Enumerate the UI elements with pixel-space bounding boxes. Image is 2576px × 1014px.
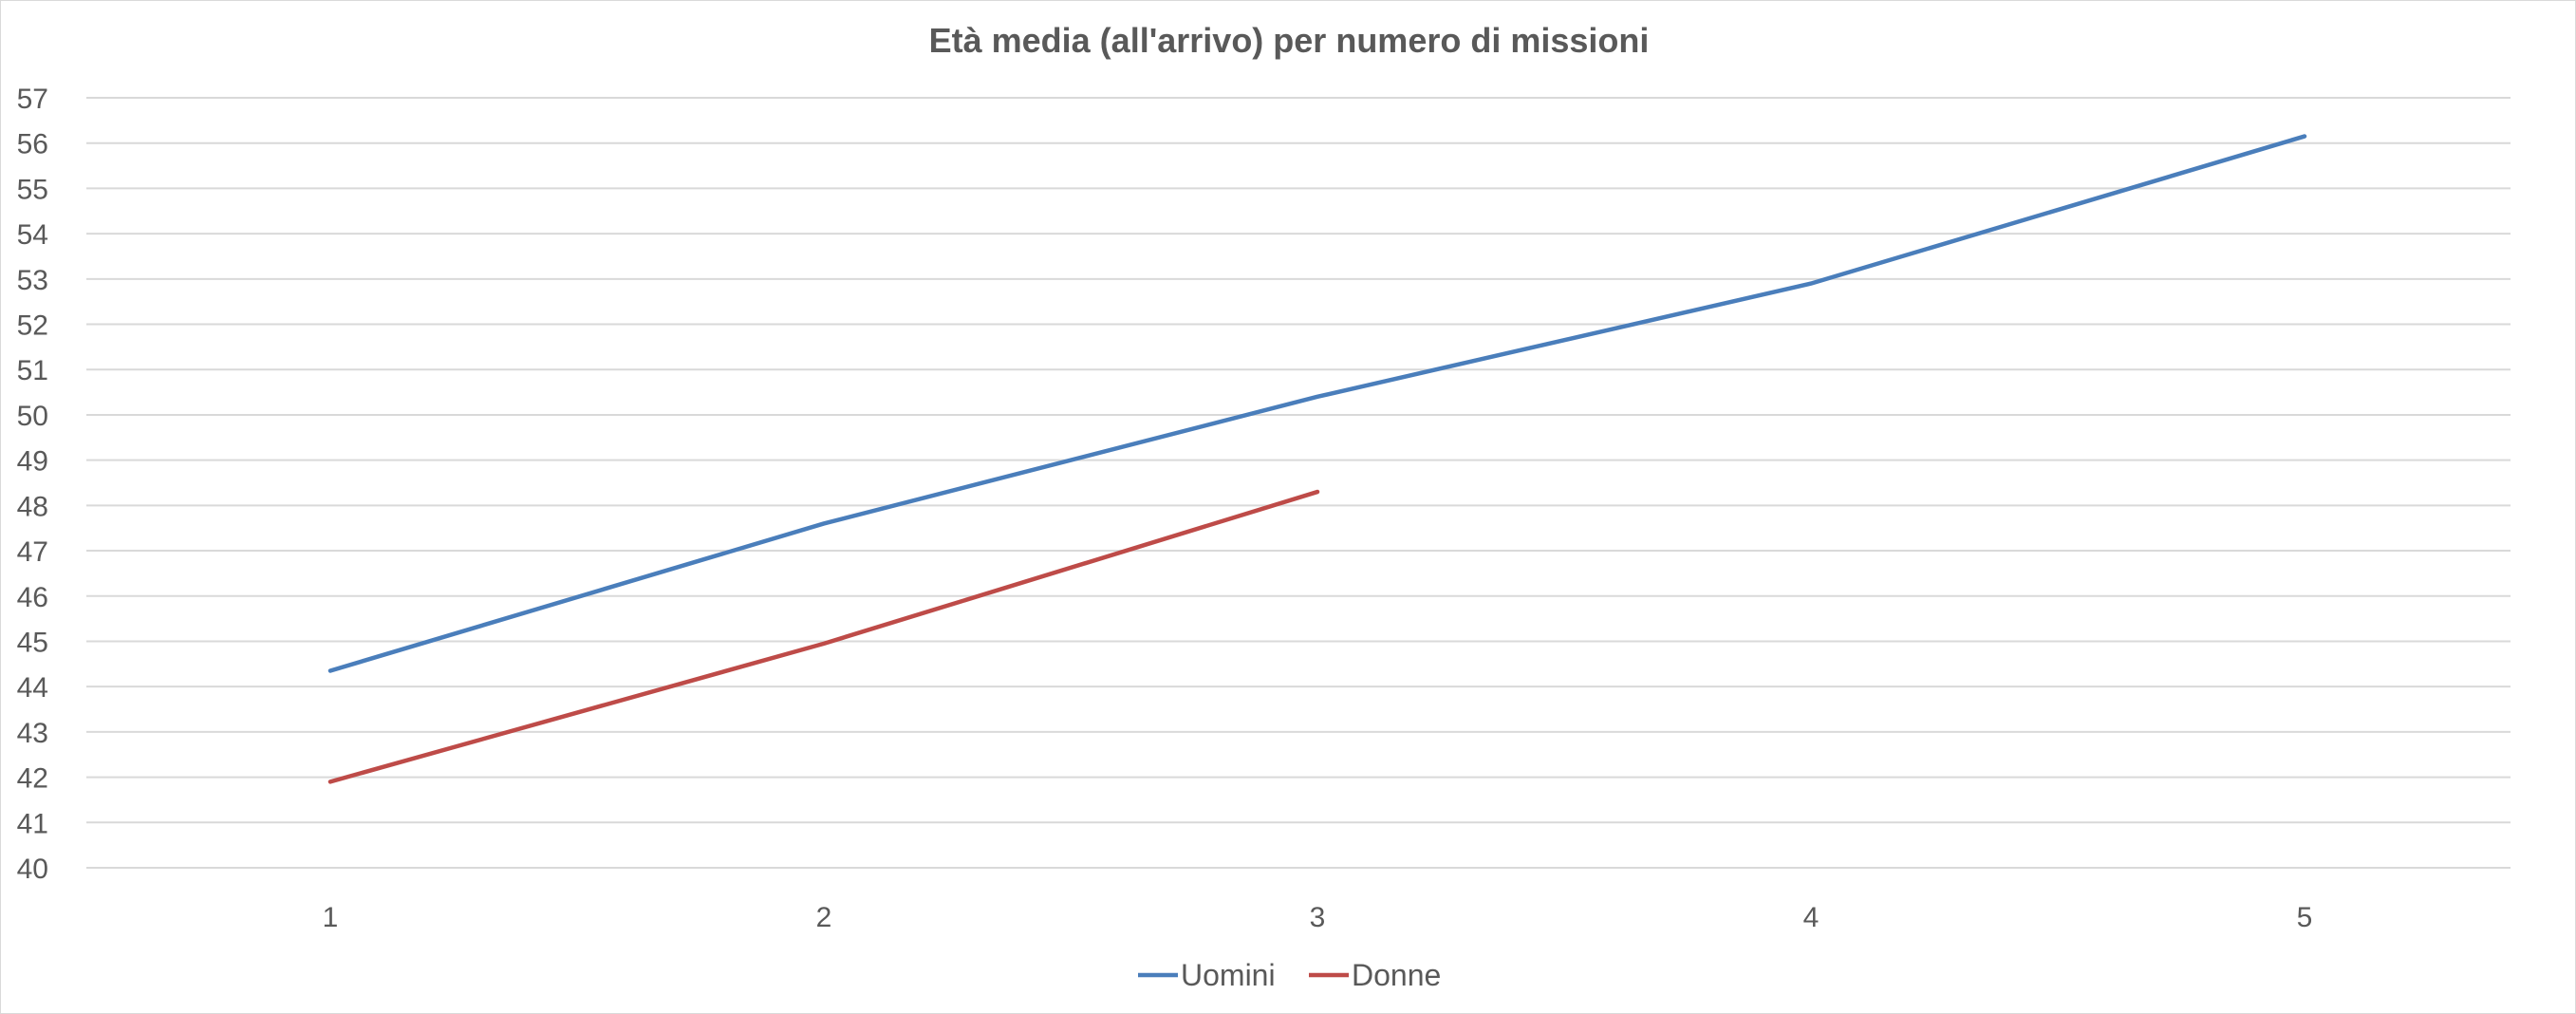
- chart-title: Età media (all'arrivo) per numero di mis…: [929, 21, 1650, 60]
- series-line-uomini: [327, 134, 2307, 673]
- y-tick-label: 43: [17, 718, 48, 749]
- y-tick-label: 44: [17, 672, 48, 704]
- y-tick-label: 51: [17, 355, 48, 386]
- y-tick-label: 52: [17, 310, 48, 342]
- y-tick-label: 40: [17, 854, 48, 885]
- legend-label: Uomini: [1181, 958, 1276, 992]
- y-tick-label: 54: [17, 219, 48, 251]
- x-tick-label: 3: [1310, 902, 1326, 933]
- y-tick-label: 45: [17, 627, 48, 658]
- legend-item-donne: Donne: [1309, 958, 1441, 992]
- y-tick-label: 50: [17, 401, 48, 432]
- y-tick-label: 53: [17, 265, 48, 296]
- y-tick-label: 48: [17, 491, 48, 522]
- y-tick-label: 49: [17, 446, 48, 478]
- y-tick-label: 41: [17, 808, 48, 839]
- legend-label: Donne: [1352, 958, 1441, 992]
- legend-item-uomini: Uomini: [1138, 958, 1276, 992]
- x-tick-label: 5: [2297, 902, 2313, 933]
- x-tick-label: 2: [816, 902, 832, 933]
- y-tick-label: 56: [17, 129, 48, 160]
- x-axis-tick-labels: 1 2 3 4 5: [323, 902, 2313, 933]
- x-tick-label: 4: [1803, 902, 1820, 933]
- y-axis-tick-labels: 40 41 42 43 44 45 46 47 48 49 50 51 52 53 54 55 56 57: [17, 84, 48, 885]
- legend: Uomini Donne: [1138, 958, 1441, 992]
- y-tick-label: 42: [17, 763, 48, 795]
- series-line-donne: [327, 489, 1320, 784]
- y-tick-label: 55: [17, 174, 48, 205]
- y-tick-label: 47: [17, 536, 48, 568]
- y-tick-label: 46: [17, 582, 48, 613]
- y-tick-label: 57: [17, 84, 48, 115]
- gridlines: [86, 97, 2511, 869]
- series-lines: [327, 134, 2307, 784]
- x-tick-label: 1: [323, 902, 339, 933]
